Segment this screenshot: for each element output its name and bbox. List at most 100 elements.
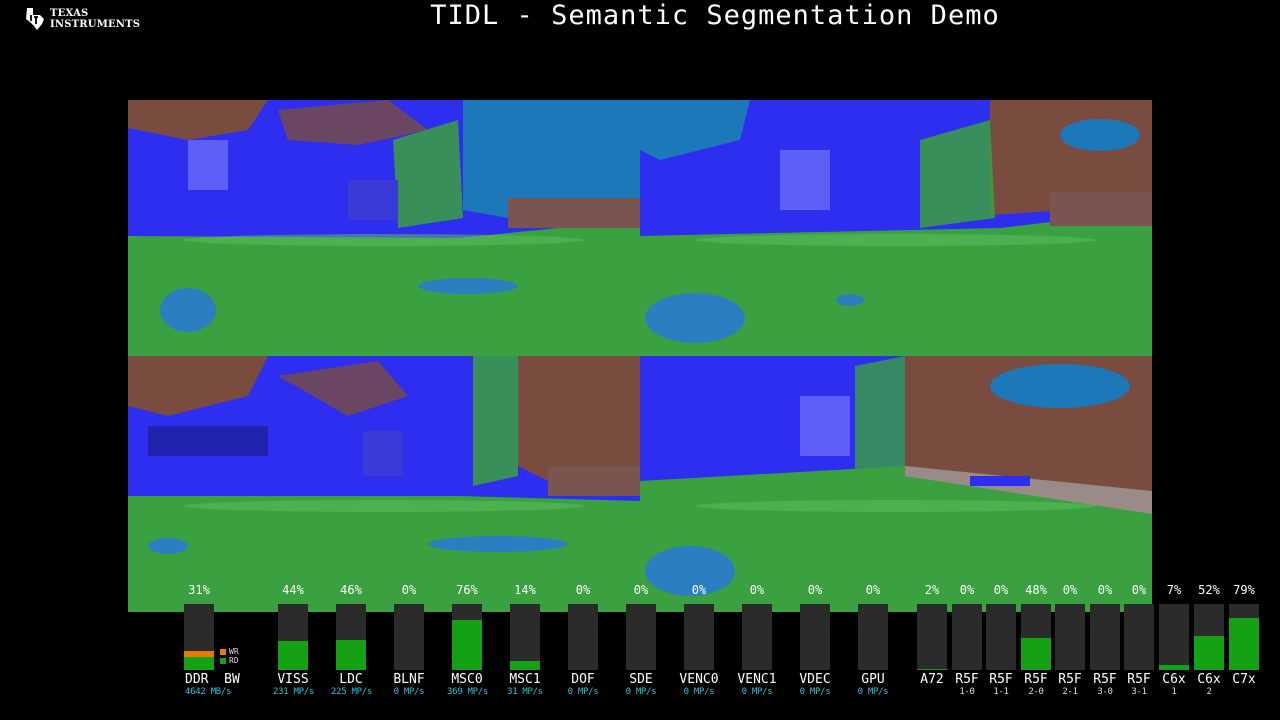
cpu-sub: 2-1: [1062, 687, 1078, 697]
hwa-percent: 44%: [282, 583, 304, 597]
cpu-percent: 0%: [959, 583, 975, 597]
hwa-sub: 0 MP/s: [625, 687, 657, 697]
cpu-sub: 1-0: [959, 687, 975, 697]
hwa-label: BLNF: [393, 672, 425, 687]
hwa-load-ldc: 46% LDC 225 MP/s: [331, 582, 372, 697]
hwa-sub: 0 MP/s: [741, 687, 773, 697]
cpu-load-r5f-2-1: 0% R5F 2-1: [1053, 582, 1087, 697]
hwa-bar: [858, 604, 888, 670]
hwa-bar: [742, 604, 772, 670]
hwa-bar: [800, 604, 830, 670]
hwa-bar: [510, 604, 540, 670]
hwa-bar: [684, 604, 714, 670]
ddr-bandwidth: 31% DDR BW 4642 MB/s: [179, 582, 240, 697]
cpu-bar: [1194, 604, 1224, 670]
cpu-bar: [1124, 604, 1154, 670]
cpu-sub: 1: [1171, 687, 1177, 697]
hwa-label: MSC1: [509, 672, 541, 687]
hwa-sub: 0 MP/s: [683, 687, 715, 697]
segmentation-view-grid: [128, 100, 1152, 612]
cpu-label: R5F: [1058, 672, 1082, 687]
hwa-load-dof: 0% DOF 0 MP/s: [563, 582, 603, 697]
cpu-bar-fill: [1021, 638, 1051, 670]
hwa-label: SDE: [629, 672, 653, 687]
cpu-label: R5F: [1024, 672, 1048, 687]
hwa-label: VISS: [277, 672, 309, 687]
cpu-label: R5F: [1127, 672, 1151, 687]
ti-logo: Texas Instruments: [24, 6, 140, 32]
cpu-load-c7x: 79% C7x: [1227, 582, 1261, 697]
hwa-bar-fill: [278, 640, 308, 670]
logo-line-2: Instruments: [50, 19, 141, 30]
hwa-percent: 0%: [691, 583, 707, 597]
cpu-load-r5f-1-1: 0% R5F 1-1: [984, 582, 1018, 697]
hwa-load-gpu: 0% GPU 0 MP/s: [853, 582, 893, 697]
hwa-percent: 0%: [807, 583, 823, 597]
cpu-sub: 3-1: [1131, 687, 1147, 697]
hwa-bar: [626, 604, 656, 670]
cpu-bar-fill: [917, 668, 947, 670]
cpu-sub: [915, 687, 949, 697]
cpu-percent: 48%: [1025, 583, 1047, 597]
hwa-sub: 0 MP/s: [799, 687, 831, 697]
performance-panel: 31% DDR BW 4642 MB/s 44% VISS 231 MP/s 46% L…: [0, 582, 1280, 720]
hwa-label: LDC: [339, 672, 363, 687]
hwa-bar-fill: [452, 619, 482, 670]
hwa-percent: 76%: [456, 583, 478, 597]
hwa-sub: 0 MP/s: [857, 687, 889, 697]
cpu-load-a72: 2% A72: [915, 582, 949, 697]
hwa-bar: [278, 604, 308, 670]
cpu-bar: [986, 604, 1016, 670]
cpu-label: C6x: [1162, 672, 1186, 687]
hwa-bar-fill: [510, 660, 540, 670]
hwa-bar: [394, 604, 424, 670]
cpu-bar: [1229, 604, 1259, 670]
cpu-percent: 7%: [1166, 583, 1182, 597]
hwa-percent: 0%: [749, 583, 765, 597]
camera-view-1: [128, 100, 640, 356]
hwa-load-venc1: 0% VENC1 0 MP/s: [737, 582, 777, 697]
hwa-sub: 0 MP/s: [567, 687, 599, 697]
hwa-label: GPU: [861, 672, 885, 687]
hwa-load-venc0: 0% VENC0 0 MP/s: [679, 582, 719, 697]
cpu-label: C7x: [1232, 672, 1256, 687]
cpu-load-c6x-1: 7% C6x 1: [1157, 582, 1191, 697]
cpu-percent: 0%: [1131, 583, 1147, 597]
cpu-bar-fill: [1194, 635, 1224, 670]
hwa-load-sde: 0% SDE 0 MP/s: [621, 582, 661, 697]
hwa-load-msc1: 14% MSC1 31 MP/s: [505, 582, 545, 697]
hwa-percent: 0%: [865, 583, 881, 597]
hwa-load-msc0: 76% MSC0 369 MP/s: [447, 582, 488, 697]
cpu-label: R5F: [1093, 672, 1117, 687]
camera-view-4: [640, 356, 1152, 612]
hwa-sub: 225 MP/s: [331, 687, 372, 697]
hwa-load-viss: 44% VISS 231 MP/s: [273, 582, 314, 697]
hwa-label: VENC1: [737, 672, 777, 687]
hwa-percent: 14%: [514, 583, 536, 597]
cpu-percent: 2%: [924, 583, 940, 597]
hwa-label: DOF: [571, 672, 595, 687]
cpu-sub: 2-0: [1028, 687, 1044, 697]
cpu-sub: 3-0: [1097, 687, 1113, 697]
cpu-percent: 0%: [1097, 583, 1113, 597]
hwa-sub: 0 MP/s: [393, 687, 425, 697]
hwa-label: VDEC: [799, 672, 831, 687]
cpu-sub: 2: [1206, 687, 1212, 697]
write-swatch: [220, 648, 226, 655]
ddr-throughput: 4642 MB/s: [185, 687, 232, 697]
cpu-label: R5F: [989, 672, 1013, 687]
cpu-bar: [917, 604, 947, 670]
hwa-load-blnf: 0% BLNF 0 MP/s: [389, 582, 429, 697]
cpu-percent: 79%: [1233, 583, 1255, 597]
hwa-label: VENC0: [679, 672, 719, 687]
cpu-load-r5f-3-0: 0% R5F 3-0: [1088, 582, 1122, 697]
cpu-bar: [1159, 604, 1189, 670]
hwa-sub: 369 MP/s: [447, 687, 488, 697]
texas-state-icon: [26, 8, 44, 30]
logo-line-1: Texas: [50, 8, 89, 19]
ddr-legend: WR RD: [220, 647, 239, 665]
read-swatch: [220, 657, 226, 664]
hwa-bar-fill: [336, 639, 366, 670]
ddr-bar: [184, 604, 214, 670]
cpu-sub: [1227, 687, 1261, 697]
